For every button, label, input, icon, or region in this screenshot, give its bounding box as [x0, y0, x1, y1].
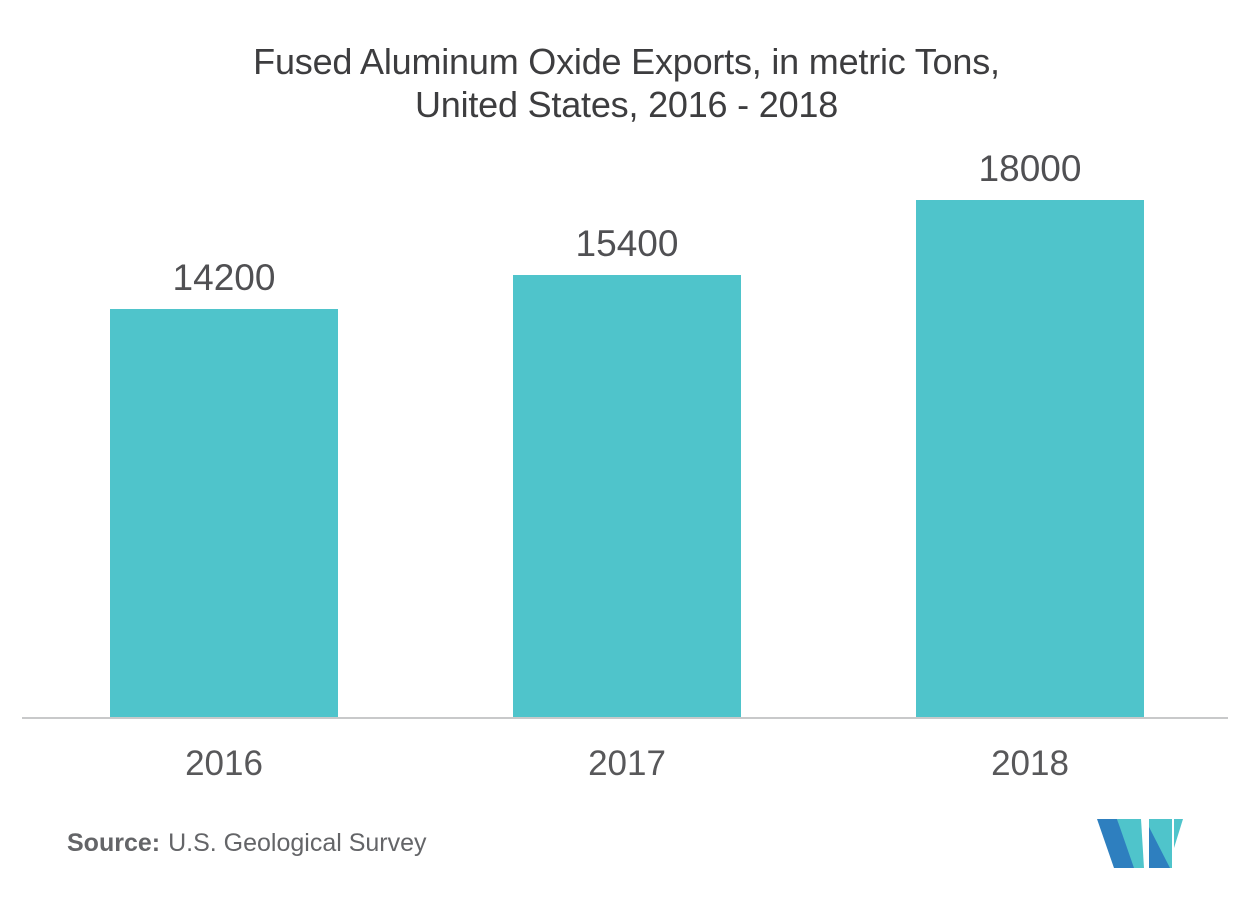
chart-title-line-1: Fused Aluminum Oxide Exports, in metric …: [253, 41, 1000, 82]
bar-value-label-2017: 15400: [575, 223, 679, 264]
logo-left-blue-band: [1097, 819, 1134, 868]
chart-title-line-2: United States, 2016 - 2018: [414, 84, 839, 125]
bar-value-label-2016: 14200: [172, 257, 276, 298]
chart-title: Fused Aluminum Oxide Exports, in metric …: [0, 40, 1253, 126]
source-attribution: Source: U.S. Geological Survey: [67, 830, 427, 856]
x-tick-label-2018: 2018: [991, 744, 1069, 783]
bar-2017: [513, 275, 741, 717]
x-axis-line: [22, 717, 1228, 719]
logo-left-teal-shape: [1117, 819, 1144, 868]
source-label: Source:: [67, 829, 161, 857]
bar-2018: [916, 200, 1144, 717]
bar-2016: [110, 309, 338, 717]
bar-value-label-2018: 18000: [978, 148, 1082, 189]
logo-right-blue-triangle: [1149, 827, 1170, 868]
source-text: U.S. Geological Survey: [168, 829, 427, 857]
mordor-intelligence-logo: [1097, 819, 1183, 868]
x-tick-label-2016: 2016: [185, 744, 263, 783]
x-tick-label-2017: 2017: [588, 744, 666, 783]
logo-right-teal-sliver: [1174, 819, 1183, 848]
